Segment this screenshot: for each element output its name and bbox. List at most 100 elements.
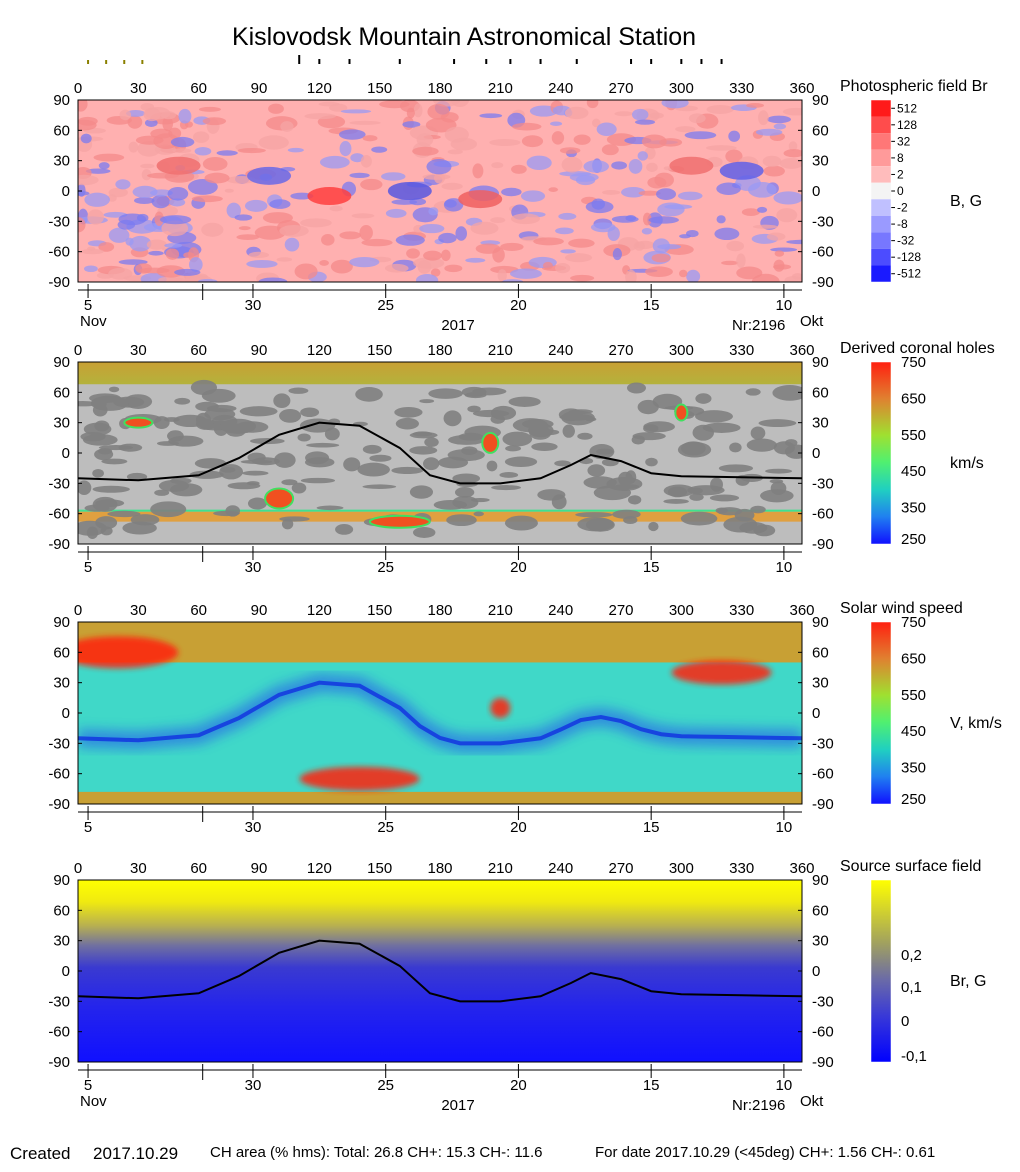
longitude-tick-label: 30 — [130, 342, 147, 359]
latitude-tick-label: -60 — [48, 244, 70, 261]
latitude-tick-label: 30 — [53, 675, 70, 692]
colorbar-unit: km/s — [950, 455, 984, 472]
colorbar-step — [871, 215, 891, 233]
longitude-tick-label: 180 — [427, 80, 452, 97]
latitude-tick-label: -30 — [48, 213, 70, 230]
colorbar — [871, 880, 891, 1062]
colorbar-unit: B, G — [950, 193, 982, 210]
longitude-tick-label: 180 — [427, 860, 452, 877]
longitude-tick-label: 90 — [251, 602, 268, 619]
year-label: 2017 — [441, 1097, 474, 1114]
latitude-tick-label: -30 — [48, 993, 70, 1010]
date-tick-label: 10 — [776, 1077, 793, 1094]
longitude-tick-label: 330 — [729, 602, 754, 619]
latitude-tick-label: 90 — [812, 92, 829, 109]
latitude-tick-label: 60 — [53, 644, 70, 661]
longitude-tick-label: 0 — [74, 602, 82, 619]
colorbar-tick-label: 750 — [901, 614, 926, 631]
latitude-tick-label: 0 — [62, 963, 70, 980]
latitude-tick-label: -90 — [812, 796, 834, 813]
colorbar-step — [871, 116, 891, 134]
colorbar-tick-label: 750 — [901, 354, 926, 371]
longitude-tick-label: 150 — [367, 602, 392, 619]
longitude-tick-label: 330 — [729, 860, 754, 877]
colorbar-tick-label: -8 — [897, 217, 908, 231]
longitude-tick-label: 60 — [190, 602, 207, 619]
latitude-tick-label: 90 — [812, 872, 829, 889]
latitude-tick-label: -90 — [48, 1054, 70, 1071]
longitude-tick-label: 360 — [789, 80, 814, 97]
longitude-tick-label: 180 — [427, 342, 452, 359]
longitude-tick-label: 30 — [130, 602, 147, 619]
longitude-tick-label: 300 — [669, 342, 694, 359]
longitude-tick-label: 270 — [608, 602, 633, 619]
latitude-tick-label: 30 — [812, 933, 829, 950]
colorbar-step — [871, 133, 891, 150]
latitude-tick-label: -60 — [48, 766, 70, 783]
latitude-tick-label: 60 — [53, 902, 70, 919]
latitude-tick-label: 90 — [53, 614, 70, 631]
colorbar-tick-label: 550 — [901, 687, 926, 704]
date-tick-label: 5 — [84, 1077, 92, 1094]
month-start-label: Nov — [80, 313, 107, 330]
latitude-tick-label: -90 — [48, 536, 70, 553]
colorbar-step — [871, 149, 891, 167]
colorbar-step — [871, 166, 891, 183]
coronal-holes-map — [78, 362, 802, 544]
latitude-tick-label: 0 — [62, 183, 70, 200]
date-tick-label: 25 — [377, 559, 394, 576]
latitude-tick-label: 30 — [53, 153, 70, 170]
date-tick-label: 20 — [510, 819, 527, 836]
latitude-tick-label: -30 — [812, 735, 834, 752]
colorbar-tick-label: 650 — [901, 650, 926, 667]
longitude-tick-label: 270 — [608, 860, 633, 877]
longitude-tick-label: 210 — [488, 80, 513, 97]
ch-for-date-summary: For date 2017.10.29 (<45deg) CH+: 1.56 C… — [595, 1144, 936, 1161]
latitude-tick-label: -30 — [48, 475, 70, 492]
colorbar-tick-label: 0,1 — [901, 979, 922, 996]
latitude-tick-label: 90 — [53, 872, 70, 889]
date-tick-label: 30 — [245, 819, 262, 836]
latitude-tick-label: 0 — [62, 705, 70, 722]
date-tick-label: 10 — [776, 297, 793, 314]
colorbar-unit: V, km/s — [950, 715, 1002, 732]
longitude-tick-label: 30 — [130, 80, 147, 97]
latitude-tick-label: 90 — [812, 614, 829, 631]
longitude-tick-label: 90 — [251, 80, 268, 97]
solar-wind-map — [78, 622, 802, 804]
figure-title: Kislovodsk Mountain Astronomical Station — [232, 23, 696, 51]
colorbar-tick-label: 550 — [901, 427, 926, 444]
latitude-tick-label: 30 — [812, 675, 829, 692]
date-tick-label: 25 — [377, 297, 394, 314]
panel-title: Solar wind speed — [840, 600, 963, 617]
solar-wind-panel — [77, 621, 803, 805]
date-tick-label: 15 — [643, 1077, 660, 1094]
longitude-tick-label: 120 — [307, 602, 332, 619]
year-label: 2017 — [441, 317, 474, 334]
longitude-tick-label: 120 — [307, 80, 332, 97]
colorbar-tick-label: -512 — [897, 267, 921, 281]
colorbar-tick-label: -128 — [897, 250, 921, 264]
latitude-tick-label: -60 — [812, 766, 834, 783]
latitude-tick-label: 60 — [812, 902, 829, 919]
longitude-tick-label: 0 — [74, 860, 82, 877]
longitude-tick-label: 240 — [548, 860, 573, 877]
longitude-tick-label: 210 — [488, 602, 513, 619]
carrington-rotation-label: Nr:2196 — [732, 317, 785, 334]
date-marker-ticks — [87, 55, 723, 64]
colorbar-tick-label: 128 — [897, 118, 917, 132]
created-date: 2017.10.29 — [93, 1144, 179, 1163]
latitude-tick-label: -60 — [812, 1024, 834, 1041]
date-tick-label: 10 — [776, 819, 793, 836]
date-tick-label: 25 — [377, 1077, 394, 1094]
colorbar-tick-label: 250 — [901, 791, 926, 808]
latitude-tick-label: -30 — [812, 475, 834, 492]
colorbar-tick-label: 350 — [901, 500, 926, 517]
colorbar-unit: Br, G — [950, 973, 986, 990]
date-tick-label: 20 — [510, 297, 527, 314]
colorbar-step — [871, 199, 891, 216]
colorbar-tick-label: 250 — [901, 531, 926, 548]
colorbars-layer: Photospheric field Br B, G 512 128 32 8 2 0 -2 -8… — [840, 78, 1002, 1065]
